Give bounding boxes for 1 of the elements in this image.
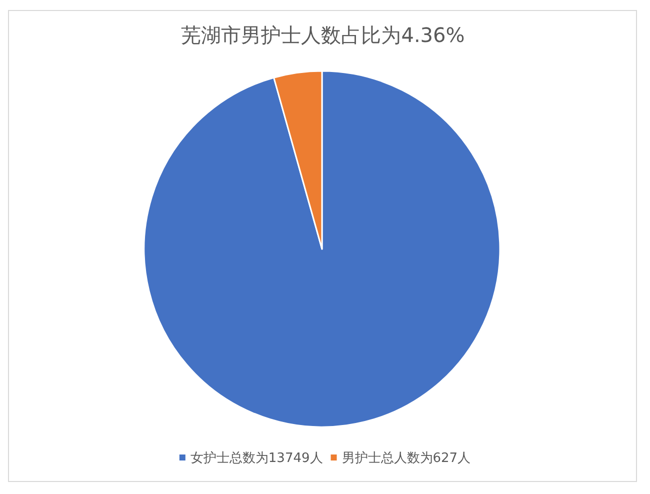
- title: 芜湖市男护士人数占比为4.36%: [181, 23, 465, 47]
